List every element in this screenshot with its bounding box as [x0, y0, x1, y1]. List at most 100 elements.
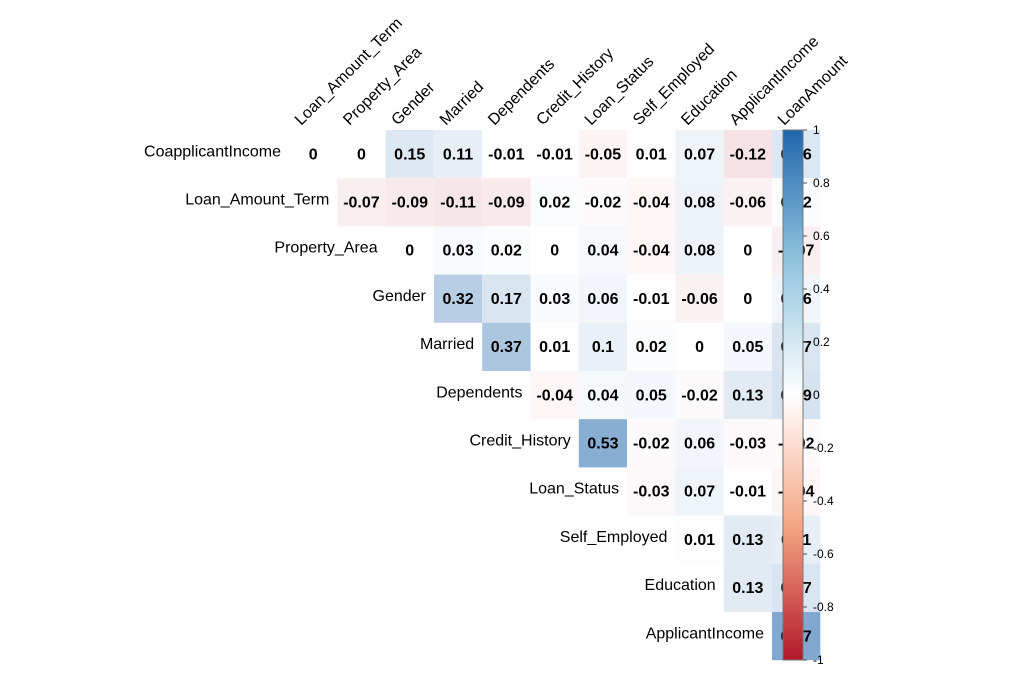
heatmap-cell	[723, 515, 772, 564]
row-label: Loan_Amount_Term	[185, 192, 329, 209]
cell-value: -0.11	[440, 195, 476, 212]
cell-value: -0.01	[536, 146, 573, 163]
heatmap-cell	[578, 226, 628, 275]
heatmap-cell	[675, 178, 724, 227]
column-labels: Loan_Amount_TermProperty_AreaGenderMarri…	[292, 15, 852, 129]
cell-value: -0.06	[681, 291, 718, 308]
row-label: Education	[645, 577, 716, 594]
cell-value: 0	[309, 146, 318, 163]
column-label: Married	[437, 78, 487, 128]
heatmap-cell	[723, 467, 772, 516]
cell-value: 0.08	[684, 195, 715, 212]
colorbar-tick-label: 0.2	[813, 335, 830, 349]
row-labels: CoapplicantIncome Loan_Amount_Term Propert…	[144, 143, 764, 642]
heatmap-cell	[385, 178, 434, 227]
cell-value: -0.04	[633, 243, 670, 260]
heatmap-cell	[627, 371, 676, 420]
cell-value: 0.02	[539, 195, 570, 212]
cell-value: 0.11	[443, 146, 473, 163]
cell-value: -0.07	[343, 195, 380, 212]
cell-value: 0.01	[684, 532, 715, 549]
cell-value: 0.53	[587, 436, 618, 453]
heatmap-cell	[627, 274, 676, 323]
heatmap-cell	[385, 226, 434, 275]
cell-value: -0.09	[392, 195, 429, 212]
heatmap-cell	[578, 130, 628, 179]
heatmap-cell	[723, 226, 772, 275]
row-label: Credit_History	[469, 433, 570, 450]
colorbar-tick-label: 0.6	[813, 229, 830, 243]
cell-value: -0.06	[730, 195, 767, 212]
heatmap-cell	[530, 274, 579, 323]
heatmap-cell	[627, 178, 676, 227]
colorbar-tick-label: 0.4	[813, 282, 830, 296]
heatmap-cell	[675, 419, 724, 468]
cell-value: 0.17	[491, 291, 522, 308]
heatmap-cells	[289, 130, 821, 661]
column-label: Gender	[389, 79, 439, 129]
cell-value: 0.07	[684, 484, 715, 501]
cell-value: 0.01	[636, 146, 667, 163]
cell-value: 0	[743, 291, 752, 308]
row-label: CoapplicantIncome	[144, 143, 281, 160]
cell-value: 0.02	[491, 243, 522, 260]
cell-value: -0.01	[730, 484, 767, 501]
heatmap-cell	[530, 178, 579, 227]
row-label: Gender	[373, 288, 427, 305]
colorbar-tick-label: 0	[813, 388, 820, 402]
cell-value: -0.01	[488, 146, 525, 163]
heatmap-cell	[627, 130, 676, 179]
heatmap-cell	[675, 130, 724, 179]
heatmap-cell	[675, 322, 724, 371]
cell-value: 0.02	[636, 339, 667, 356]
cell-value: -0.05	[585, 146, 622, 163]
heatmap-cell	[723, 274, 772, 323]
heatmap-cell	[578, 322, 628, 371]
heatmap-cell	[627, 226, 676, 275]
column-label: ApplicantIncome	[727, 33, 823, 129]
cell-value: 0.13	[732, 580, 763, 597]
cell-value: 0.05	[732, 339, 763, 356]
cell-value: -0.03	[730, 436, 767, 453]
heatmap-cell	[433, 226, 483, 275]
cell-value: -0.09	[488, 195, 525, 212]
cell-value: 0	[743, 243, 752, 260]
cell-value: -0.02	[585, 195, 622, 212]
cell-value: 0.37	[491, 339, 522, 356]
cell-value: 0.13	[732, 387, 763, 404]
cell-value: 0.32	[442, 291, 473, 308]
heatmap-cell	[482, 130, 531, 179]
heatmap-cell	[675, 515, 724, 564]
colorbar-tick-label: 0.8	[813, 176, 830, 190]
cell-value: -0.02	[633, 436, 670, 453]
heatmap-cell	[482, 322, 531, 371]
heatmap-cell	[675, 467, 724, 516]
heatmap-cell	[723, 371, 772, 420]
cell-value: 0.03	[442, 243, 473, 260]
heatmap-cell	[578, 274, 628, 323]
cell-value: 0	[357, 146, 366, 163]
cell-value: 0.07	[684, 146, 715, 163]
heatmap-cell	[337, 178, 386, 227]
cell-value: -0.04	[536, 387, 573, 404]
heatmap-cell	[627, 322, 676, 371]
colorbar-tick-label: 1	[813, 123, 820, 137]
row-label: Property_Area	[274, 240, 377, 257]
cell-value: 0.03	[539, 291, 570, 308]
cell-values: 0 0 0.15 0.11 -0.01 -0.01 -0.05 0.01 0.07 -0.12 0.…	[309, 146, 815, 645]
heatmap-cell	[385, 130, 434, 179]
heatmap-cell	[289, 130, 338, 179]
cell-value: -0.03	[633, 484, 670, 501]
heatmap-cell	[627, 467, 676, 516]
heatmap-cell	[578, 178, 628, 227]
heatmap-cell	[530, 322, 579, 371]
cell-value: 0.01	[539, 339, 570, 356]
heatmap-cell	[723, 322, 772, 371]
heatmap-cell	[433, 130, 483, 179]
heatmap-cell	[675, 274, 724, 323]
cell-value: 0.08	[684, 243, 715, 260]
heatmap-cell	[723, 178, 772, 227]
heatmap-cell	[675, 226, 724, 275]
row-label: Self_Employed	[560, 529, 668, 546]
